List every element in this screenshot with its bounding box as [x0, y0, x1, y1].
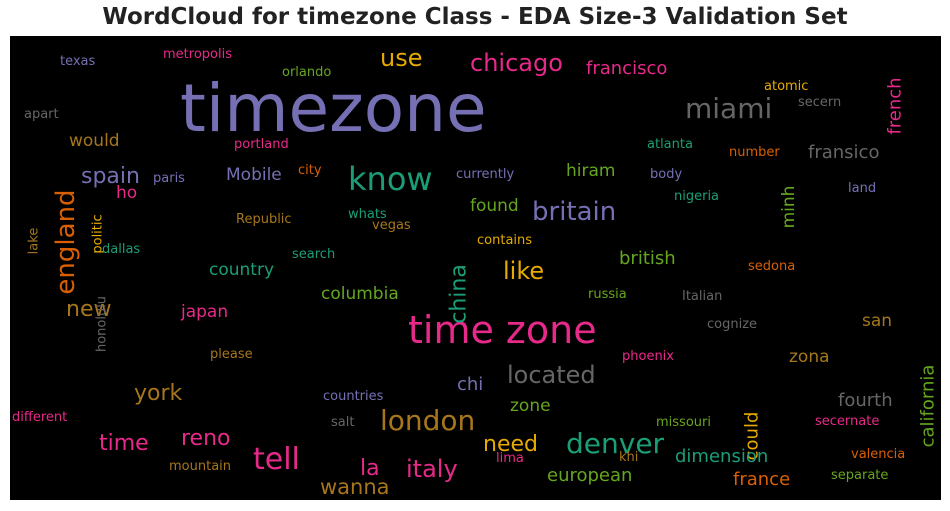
word-china: china: [447, 264, 472, 324]
word-fransico: fransico: [808, 142, 879, 163]
word-would: would: [69, 131, 120, 151]
word-body: body: [650, 167, 682, 182]
word-chicago: chicago: [470, 49, 563, 77]
word-minh: minh: [779, 186, 799, 229]
word-contains: contains: [477, 233, 532, 248]
word-republic: Republic: [236, 212, 292, 227]
word-countries: countries: [323, 389, 384, 404]
word-time: time: [99, 431, 149, 456]
word-london: london: [380, 404, 475, 437]
word-atlanta: atlanta: [647, 137, 693, 152]
word-separate: separate: [831, 468, 888, 483]
word-columbia: columbia: [321, 284, 399, 304]
word-russia: russia: [588, 287, 627, 302]
word-portland: portland: [234, 137, 289, 152]
word-francisco: francisco: [586, 58, 667, 79]
word-could: could: [742, 412, 763, 461]
word-hiram: hiram: [566, 161, 615, 181]
word-orlando: orlando: [282, 65, 331, 80]
word-spain: spain: [81, 164, 140, 189]
word-dallas: dallas: [102, 242, 140, 257]
word-french: french: [885, 77, 906, 134]
word-number: number: [729, 145, 780, 160]
word-politic: politic: [91, 214, 106, 253]
word-la: la: [360, 456, 380, 481]
word-france: france: [733, 469, 790, 490]
word-lima: lima: [496, 451, 524, 466]
word-metropolis: metropolis: [163, 47, 232, 62]
word-missouri: missouri: [656, 415, 711, 430]
word-like: like: [503, 257, 544, 285]
word-italian: Italian: [682, 289, 722, 304]
word-dimension: dimension: [675, 446, 768, 467]
word-country: country: [209, 260, 274, 280]
word-york: york: [134, 381, 183, 406]
word-valencia: valencia: [851, 447, 905, 462]
word-italy: italy: [406, 455, 458, 483]
word-reno: reno: [181, 426, 231, 451]
chart-title: WordCloud for timezone Class - EDA Size-…: [102, 4, 848, 30]
word-fourth: fourth: [838, 390, 893, 411]
word-atomic: atomic: [764, 79, 808, 94]
word-use: use: [380, 44, 422, 72]
word-honolulu: honolulu: [95, 296, 110, 352]
word-apart: apart: [24, 107, 59, 122]
word-timezone: timezone: [180, 70, 487, 147]
word-san: san: [862, 311, 892, 331]
word-time-zone: time zone: [408, 308, 597, 352]
word-japan: japan: [180, 302, 228, 322]
word-phoenix: phoenix: [622, 349, 674, 364]
word-england: england: [51, 189, 81, 294]
word-vegas: vegas: [372, 218, 411, 233]
word-wanna: wanna: [320, 475, 390, 499]
word-nigeria: nigeria: [674, 189, 719, 204]
word-land: land: [848, 181, 876, 196]
word-whats: whats: [348, 207, 387, 222]
word-chi: chi: [457, 374, 483, 395]
word-tell: tell: [253, 442, 300, 477]
word-mobile: Mobile: [226, 165, 282, 185]
word-zona: zona: [789, 347, 830, 367]
word-paris: paris: [153, 171, 185, 186]
word-miami: miami: [685, 92, 772, 125]
word-salt: salt: [331, 415, 354, 430]
word-european: european: [547, 465, 632, 486]
wordcloud-canvas: timezone time zone know tell miami london denv…: [10, 36, 941, 500]
word-city: city: [298, 163, 322, 178]
word-britain: britain: [532, 197, 616, 227]
word-khi: khi: [619, 450, 638, 465]
word-located: located: [507, 361, 596, 389]
word-different: different: [12, 410, 67, 425]
word-denver: denver: [566, 427, 665, 460]
word-sedona: sedona: [748, 259, 795, 274]
word-currently: currently: [456, 167, 515, 182]
word-search: search: [292, 247, 335, 262]
word-know: know: [348, 160, 433, 198]
word-zone: zone: [510, 396, 551, 416]
word-cognize: cognize: [707, 317, 757, 332]
word-texas: texas: [60, 54, 96, 69]
word-lake: lake: [27, 228, 42, 255]
word-please: please: [210, 347, 253, 362]
word-british: british: [619, 248, 676, 269]
word-new: new: [66, 297, 111, 322]
word-secernate: secernate: [815, 414, 879, 429]
word-found: found: [470, 196, 519, 216]
word-mountain: mountain: [169, 459, 231, 474]
word-need: need: [483, 432, 538, 457]
word-california: california: [918, 365, 939, 448]
word-secern: secern: [798, 95, 841, 110]
word-ho: ho: [116, 183, 137, 203]
